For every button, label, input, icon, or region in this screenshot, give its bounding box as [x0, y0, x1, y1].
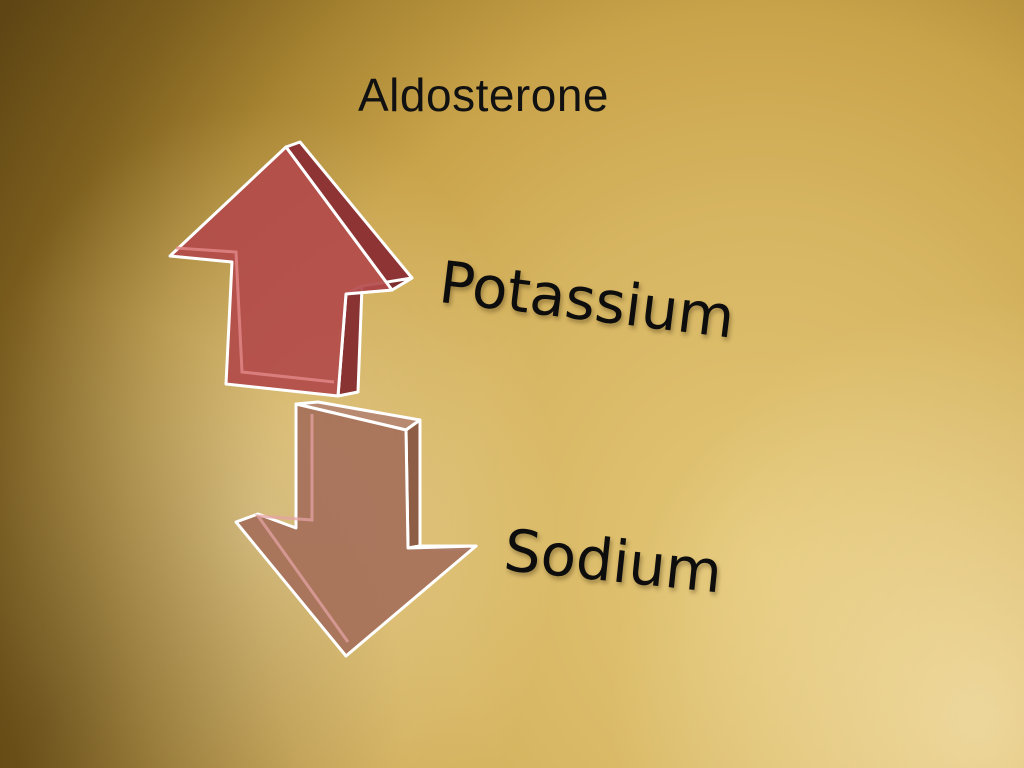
down-arrow-icon — [234, 400, 478, 658]
slide-title: Aldosterone — [358, 69, 609, 121]
up-arrow-icon — [168, 140, 414, 398]
